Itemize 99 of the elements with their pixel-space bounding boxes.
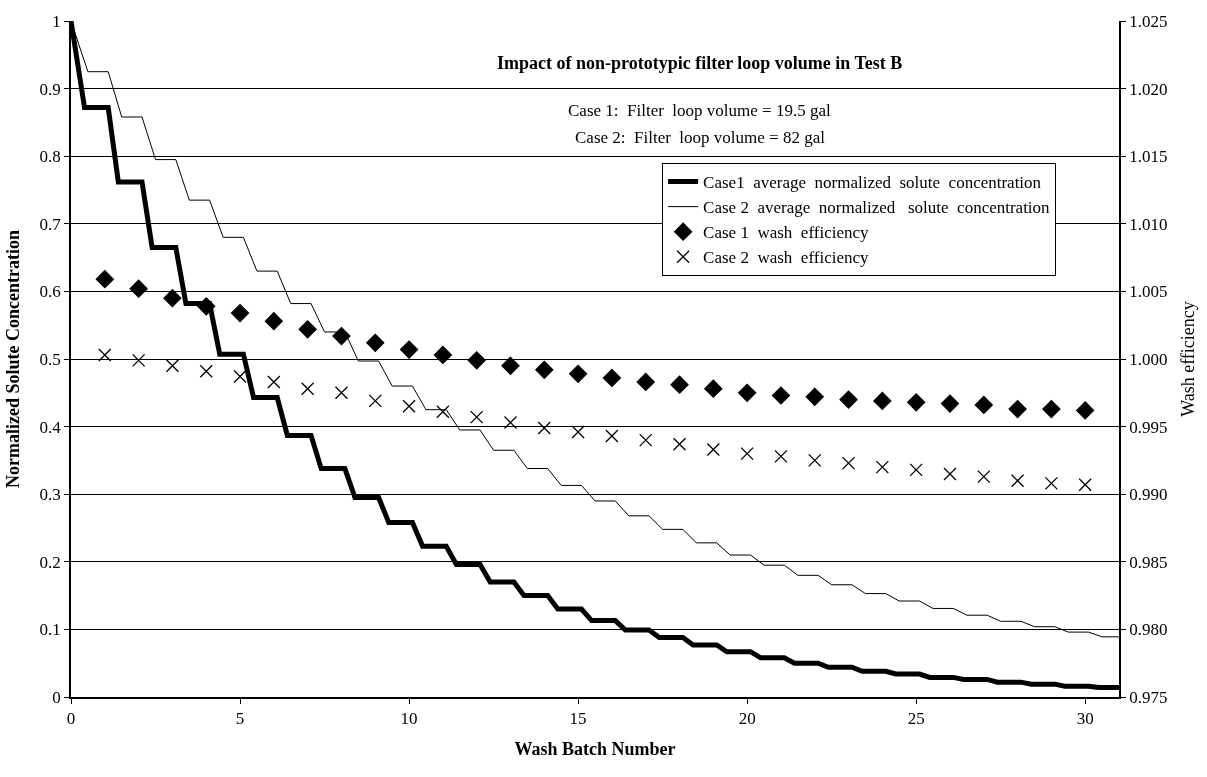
point bbox=[873, 391, 892, 411]
point bbox=[1076, 401, 1095, 420]
point bbox=[197, 297, 216, 316]
point bbox=[602, 368, 621, 388]
point bbox=[738, 383, 757, 402]
point bbox=[670, 375, 689, 394]
point bbox=[298, 320, 317, 339]
y2-tick-label: 0.995 bbox=[1129, 417, 1168, 437]
point bbox=[436, 405, 450, 419]
annotation: Case 1: Filter loop volume = 19.5 gal bbox=[568, 101, 831, 120]
point bbox=[771, 386, 791, 405]
point bbox=[399, 340, 419, 359]
point bbox=[571, 425, 585, 439]
point bbox=[1044, 476, 1059, 491]
y2-tick-label: 0.985 bbox=[1129, 552, 1168, 572]
point bbox=[368, 394, 382, 408]
x-tick-label: 25 bbox=[907, 709, 925, 729]
point bbox=[98, 348, 112, 362]
legend-label: Case1 average normalized solute concentration bbox=[703, 173, 1042, 193]
point bbox=[470, 410, 484, 424]
point bbox=[1078, 478, 1092, 492]
point bbox=[704, 379, 723, 398]
point bbox=[1042, 399, 1061, 419]
x-tick-label: 10 bbox=[400, 709, 418, 729]
y2-tick-label: 1.020 bbox=[1129, 79, 1168, 99]
y-tick-label: 0.8 bbox=[39, 147, 61, 167]
y-tick-label: 0.5 bbox=[39, 349, 61, 369]
point bbox=[839, 390, 858, 409]
point bbox=[332, 326, 351, 346]
y2-tick-label: 1.025 bbox=[1129, 11, 1168, 31]
point bbox=[841, 456, 856, 470]
y2-tick-label: 0.975 bbox=[1129, 687, 1168, 707]
point bbox=[907, 393, 926, 412]
point bbox=[740, 446, 754, 461]
x-tick-label: 5 bbox=[235, 709, 245, 729]
point bbox=[940, 394, 960, 413]
point bbox=[95, 270, 114, 289]
annotation: Case 2: Filter loop volume = 82 gal bbox=[575, 128, 826, 147]
y-tick-label: 0 bbox=[52, 687, 61, 707]
x-tick-label: 0 bbox=[66, 709, 76, 729]
point bbox=[233, 369, 247, 384]
point bbox=[706, 442, 720, 457]
y-axis-title: Normalized Solute Concentration bbox=[3, 230, 24, 488]
point bbox=[1010, 474, 1025, 488]
point bbox=[267, 375, 281, 389]
point bbox=[808, 453, 822, 468]
y-tick-label: 0.7 bbox=[39, 214, 62, 234]
point bbox=[977, 469, 991, 484]
y-tick-label: 0.4 bbox=[39, 417, 62, 437]
point bbox=[264, 312, 283, 331]
point bbox=[805, 387, 824, 406]
point bbox=[129, 279, 148, 298]
x-axis-title: Wash Batch Number bbox=[514, 738, 676, 759]
point bbox=[909, 463, 923, 477]
legend-label: Case 1 wash efficiency bbox=[703, 223, 869, 243]
point bbox=[875, 460, 889, 474]
point bbox=[366, 333, 385, 352]
y-tick-label: 0.6 bbox=[39, 282, 61, 302]
point bbox=[1008, 399, 1027, 419]
y-tick-label: 0.1 bbox=[39, 620, 61, 640]
point bbox=[501, 356, 520, 375]
y2-tick-label: 0.990 bbox=[1129, 485, 1168, 505]
point bbox=[199, 364, 213, 378]
point bbox=[535, 360, 554, 379]
point bbox=[334, 386, 349, 400]
y-tick-label: 0.3 bbox=[39, 485, 61, 505]
legend-label: Case 2 average normalized solute concentration bbox=[703, 198, 1051, 218]
point bbox=[636, 372, 655, 392]
x-tick-label: 15 bbox=[569, 709, 587, 729]
y2-axis-title: Wash efficiency bbox=[1178, 301, 1198, 417]
y2-tick-label: 1.010 bbox=[1129, 214, 1168, 234]
point bbox=[467, 351, 486, 370]
point bbox=[774, 449, 788, 463]
legend-label: Case 2 wash efficiency bbox=[703, 248, 869, 268]
point bbox=[605, 429, 619, 443]
point bbox=[537, 421, 551, 435]
y-tick-label: 0.9 bbox=[39, 79, 61, 99]
point bbox=[943, 467, 957, 481]
point bbox=[672, 437, 687, 451]
point bbox=[503, 415, 518, 430]
y2-tick-label: 1.000 bbox=[1129, 349, 1168, 369]
y-tick-label: 0.2 bbox=[39, 552, 61, 572]
point bbox=[974, 395, 993, 415]
point bbox=[131, 353, 146, 367]
y-tick-label: 1 bbox=[52, 11, 61, 31]
point bbox=[301, 382, 315, 396]
point bbox=[639, 433, 653, 447]
point bbox=[402, 399, 416, 413]
point bbox=[433, 345, 452, 365]
point bbox=[230, 303, 250, 323]
y2-tick-label: 0.980 bbox=[1129, 620, 1168, 640]
y2-tick-label: 1.005 bbox=[1129, 282, 1168, 302]
point bbox=[165, 359, 180, 373]
x-tick-label: 20 bbox=[738, 709, 756, 729]
y2-tick-label: 1.015 bbox=[1129, 147, 1168, 167]
x-tick-label: 30 bbox=[1076, 709, 1094, 729]
point bbox=[163, 289, 182, 308]
point bbox=[569, 364, 588, 383]
text: Impact of non-prototypic filter loop volume in Test B bbox=[497, 53, 903, 73]
